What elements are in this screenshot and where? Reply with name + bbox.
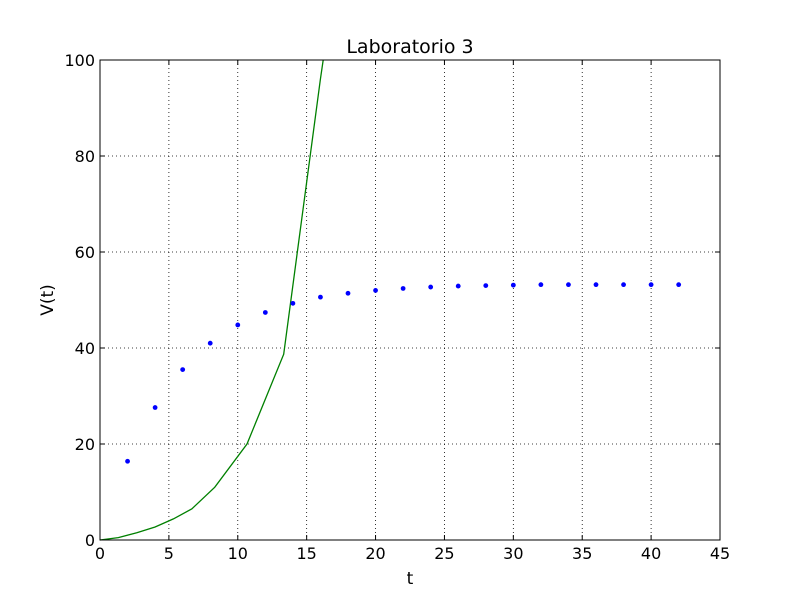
- y-tick-label: 80: [75, 147, 95, 166]
- data-point: [566, 282, 571, 288]
- y-tick-label: 100: [64, 51, 95, 70]
- data-point: [400, 286, 406, 291]
- data-point: [125, 458, 130, 464]
- data-point: [621, 282, 626, 288]
- data-point: [318, 294, 323, 300]
- x-tick-label: 10: [228, 544, 248, 563]
- y-tick-label: 20: [75, 435, 95, 454]
- series-line-layer: [99, 59, 324, 541]
- x-tick-label: 45: [710, 544, 730, 563]
- series-points-layer: [125, 282, 682, 464]
- data-point: [676, 282, 682, 288]
- data-point: [290, 300, 296, 306]
- y-tick-label: 40: [75, 339, 95, 358]
- data-point: [235, 322, 241, 328]
- data-point: [373, 288, 378, 293]
- x-axis-label: t: [407, 569, 414, 589]
- data-point: [593, 282, 599, 288]
- data-point: [510, 282, 516, 288]
- series-line: [99, 59, 324, 541]
- x-tick-label: 35: [572, 544, 592, 563]
- x-tick-labels: 0 5 10 15 20 25 30 35 40 45: [95, 544, 730, 563]
- y-tick-label: 0: [85, 531, 95, 550]
- y-tick-label: 60: [75, 243, 95, 262]
- plot-frame: [99, 59, 721, 541]
- plot-area: [100, 60, 720, 540]
- grid: [100, 60, 720, 540]
- data-point: [648, 282, 654, 288]
- data-point: [345, 290, 351, 296]
- x-tick-label: 5: [164, 544, 174, 563]
- x-tick-label: 30: [503, 544, 523, 563]
- x-tick-label: 40: [641, 544, 661, 563]
- x-tick-label: 15: [296, 544, 316, 563]
- data-point: [262, 310, 268, 315]
- data-point: [455, 283, 461, 289]
- data-point: [428, 284, 434, 290]
- y-axis-label: V(t): [38, 284, 58, 316]
- x-tick-label: 0: [95, 544, 105, 563]
- x-tick-label: 25: [434, 544, 454, 563]
- data-point: [180, 367, 186, 372]
- ticks: [99, 59, 721, 541]
- data-point: [538, 282, 544, 288]
- data-point: [483, 283, 489, 288]
- y-tick-labels: 0 20 40 60 80 100: [64, 51, 95, 550]
- data-point: [152, 405, 158, 410]
- data-point: [207, 340, 213, 346]
- chart-title: Laboratorio 3: [346, 36, 473, 58]
- x-tick-label: 20: [365, 544, 385, 563]
